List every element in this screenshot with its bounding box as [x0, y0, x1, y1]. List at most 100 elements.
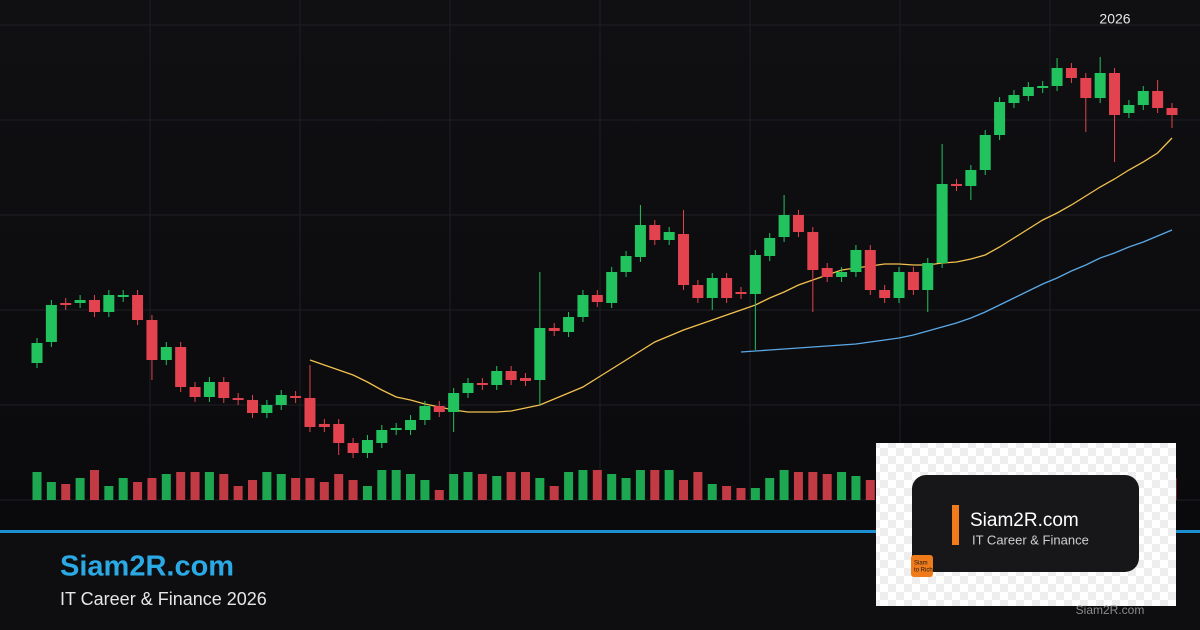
candle-body: [505, 371, 517, 380]
candle-body: [577, 295, 589, 317]
volume-bar: [621, 478, 631, 500]
volume-bar: [46, 482, 56, 500]
volume-bar: [449, 474, 459, 500]
candle-body: [950, 184, 962, 186]
candle-body: [347, 443, 359, 453]
brand-title: Siam2R.com: [60, 551, 234, 583]
candle-body: [563, 317, 575, 332]
volume-bar: [176, 472, 186, 500]
candle-body: [548, 328, 560, 331]
candle-body: [721, 278, 733, 298]
volume-bar: [707, 484, 717, 500]
candle-body: [448, 393, 460, 412]
candle-body: [132, 295, 144, 320]
candle-body: [634, 225, 646, 257]
candle-body: [879, 290, 891, 298]
candle-body: [304, 398, 316, 427]
candle-body: [836, 272, 848, 277]
candle-body: [792, 215, 804, 232]
volume-bar: [822, 474, 832, 500]
candle-body: [692, 285, 704, 298]
volume-bar: [865, 480, 875, 500]
candle-body: [749, 255, 761, 294]
volume-bar: [477, 474, 487, 500]
candle-body: [1094, 73, 1106, 98]
candle-body: [290, 396, 302, 398]
candle-body: [261, 405, 273, 413]
candle-body: [275, 395, 287, 405]
volume-bar: [233, 486, 243, 500]
candle-body: [376, 430, 388, 443]
volume-bar: [276, 474, 286, 500]
candle-body: [117, 295, 129, 297]
candle-body: [31, 343, 43, 363]
period-label: 2026: [1099, 11, 1130, 27]
badge-card: [912, 475, 1139, 572]
candle-body: [433, 406, 445, 412]
badge-accent: [952, 505, 959, 545]
volume-bar: [837, 472, 847, 500]
volume-bar: [779, 470, 789, 500]
candle-body: [419, 406, 431, 420]
candle-body: [333, 424, 345, 443]
candle-body: [318, 424, 330, 427]
volume-bar: [262, 472, 272, 500]
candle-body: [678, 234, 690, 285]
candle-body: [1152, 91, 1164, 108]
volume-bar: [61, 484, 71, 500]
candle-body: [74, 300, 86, 303]
candle-body: [922, 263, 934, 290]
candle-body: [1166, 108, 1178, 115]
candle-body: [247, 400, 259, 413]
candle-body: [462, 383, 474, 393]
volume-bar: [592, 470, 602, 500]
volume-bar: [348, 480, 358, 500]
volume-bar: [420, 480, 430, 500]
volume-bar: [535, 478, 545, 500]
volume-bar: [362, 486, 372, 500]
volume-bar: [463, 472, 473, 500]
badge-icon-text: Siam: [914, 561, 928, 567]
candle-body: [88, 300, 100, 312]
volume-bar: [305, 478, 315, 500]
volume-bar: [118, 478, 128, 500]
candle-body: [175, 347, 187, 387]
volume-bar: [851, 476, 861, 500]
candle-body: [1123, 105, 1135, 113]
volume-bar: [391, 470, 401, 500]
divider: [0, 530, 1200, 533]
candle-body: [663, 232, 675, 240]
candle-body: [1109, 73, 1121, 115]
volume-bar: [736, 488, 746, 500]
candle-body: [1022, 87, 1034, 96]
moving-average: [740, 229, 1173, 353]
volume-bar: [377, 470, 387, 500]
footer-text: Siam2R.com: [1076, 603, 1145, 617]
candle-body: [850, 250, 862, 272]
volume-bar: [492, 476, 502, 500]
volume-bar: [549, 486, 559, 500]
volume-bar: [506, 472, 516, 500]
candle-body: [1008, 95, 1020, 103]
candle-body: [1080, 78, 1092, 98]
volume-bar: [793, 472, 803, 500]
volume-bar: [722, 486, 732, 500]
candle-body: [606, 272, 618, 303]
badge-icon: [911, 555, 933, 577]
volume-bar: [578, 470, 588, 500]
candle-body: [189, 387, 201, 397]
candle-body: [965, 170, 977, 186]
candle-body: [1051, 68, 1063, 86]
volume-bar: [664, 470, 674, 500]
brand-subtitle: IT Career & Finance 2026: [60, 589, 267, 609]
candle-body: [476, 383, 488, 385]
volume-bar: [693, 472, 703, 500]
badge-icon-text: to Rich: [914, 568, 933, 574]
candle-body: [60, 303, 72, 305]
volume-bar: [248, 480, 258, 500]
candle-body: [361, 440, 373, 453]
volume-bar: [75, 478, 85, 500]
candle-body: [735, 292, 747, 294]
candle-body: [620, 256, 632, 272]
